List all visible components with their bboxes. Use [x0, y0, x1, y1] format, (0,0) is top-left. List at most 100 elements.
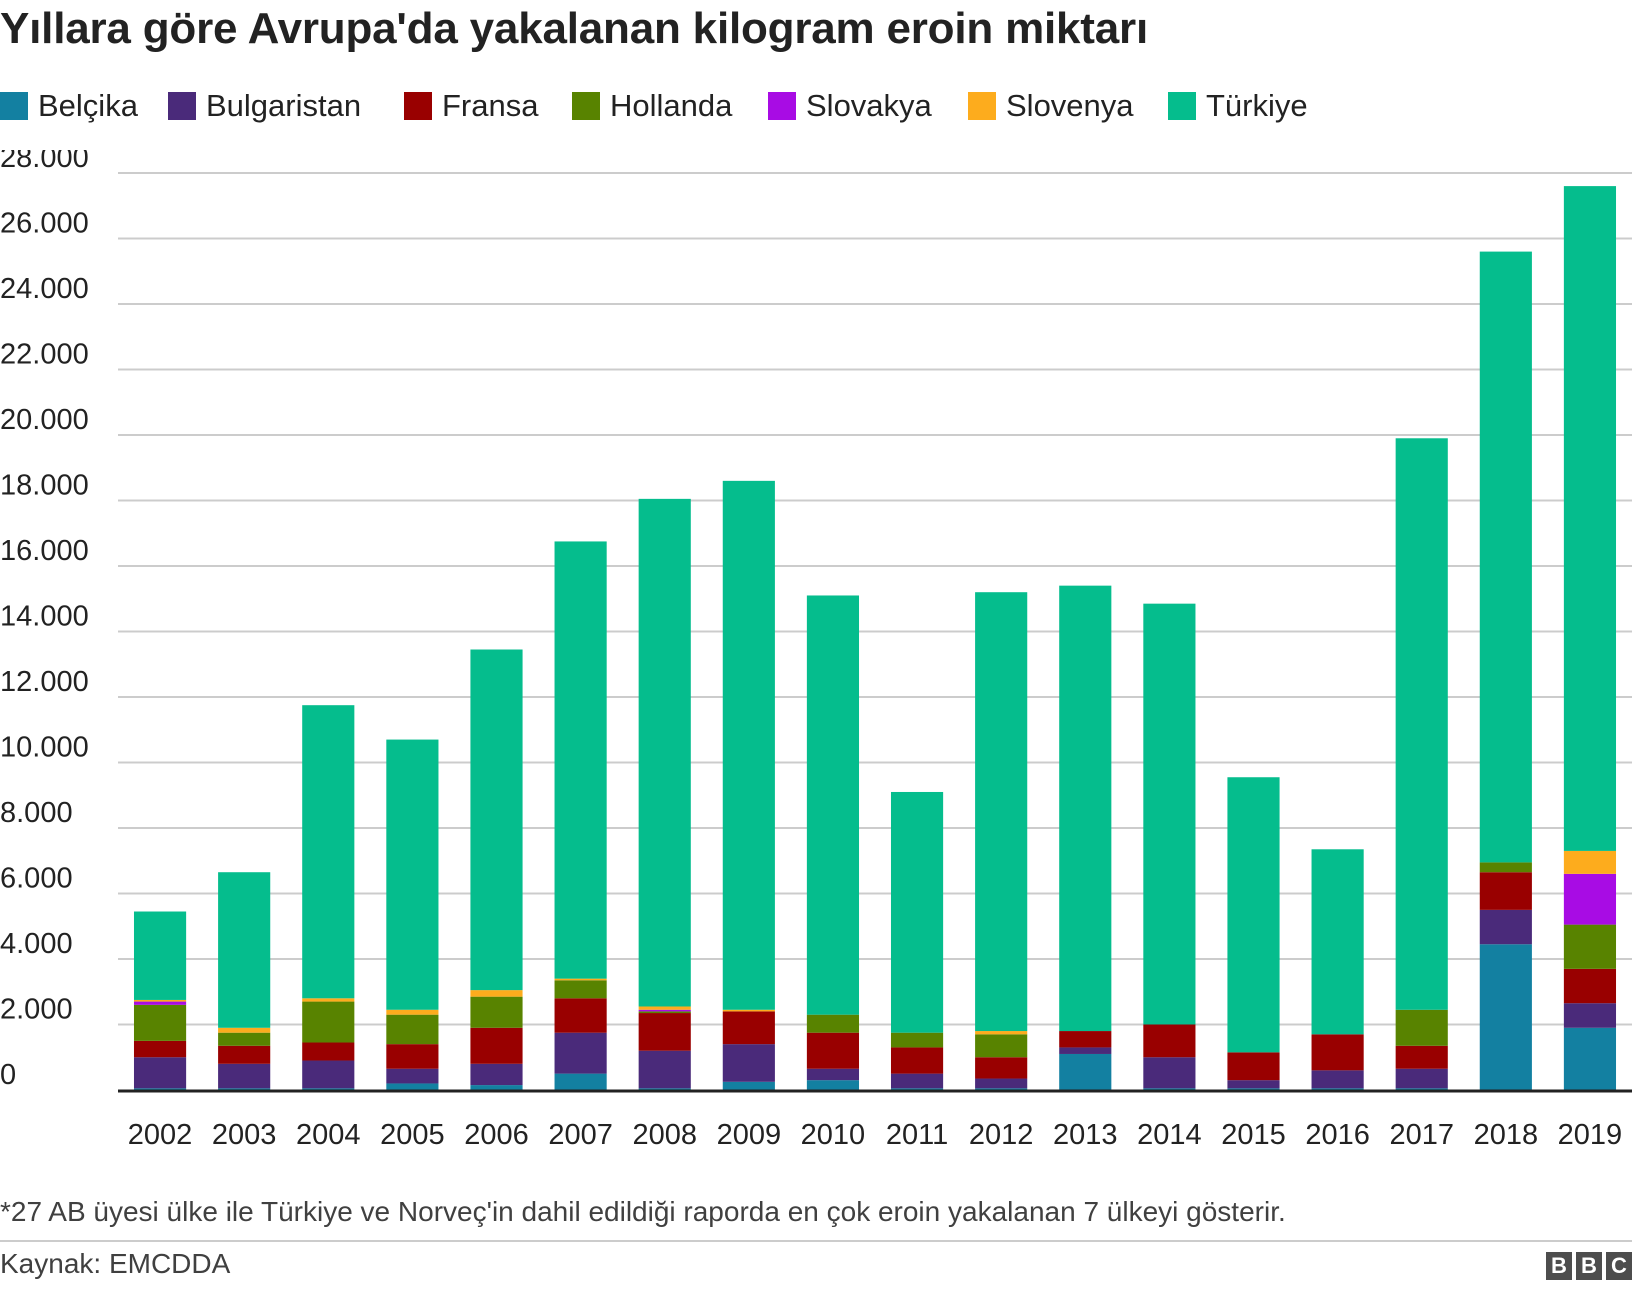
bar-segment-bulgaristan-2008: [638, 1050, 691, 1089]
legend-swatch: [768, 92, 796, 120]
bar-segment-slovakya-2002: [133, 1001, 187, 1005]
bar-segment-bulgaristan-2010: [806, 1068, 860, 1081]
bar-segment-fransa-2017: [1395, 1045, 1448, 1069]
bar-segment-fransa-2015: [1227, 1052, 1280, 1081]
footnote: *27 AB üyesi ülke ile Türkiye ve Norveç'…: [0, 1196, 1286, 1227]
legend-label: Slovakya: [806, 88, 932, 123]
bar-chart: 0 2.000 4.000 6.000 8.000 10.000 12.000 14.000 1…: [0, 150, 1632, 1150]
bar-segment-belcika-2003: [218, 1088, 271, 1090]
bar-stack-2013: [1059, 585, 1112, 1090]
bar-segment-turkiye-2016: [1311, 849, 1364, 1035]
bar-segment-turkiye-2015: [1227, 777, 1280, 1053]
bar-segment-fransa-2018: [1479, 872, 1532, 910]
bar-segment-belcika-2016: [1311, 1088, 1364, 1090]
bar-segment-hollanda-2003: [218, 1032, 271, 1046]
bar-segment-hollanda-2010: [806, 1014, 860, 1033]
x-tick-label: 2010: [801, 1119, 866, 1150]
bar-segment-fransa-2014: [1143, 1024, 1196, 1058]
bbc-logo: B B C: [1546, 1252, 1632, 1280]
bar-segment-bulgaristan-2006: [470, 1063, 523, 1086]
y-tick-label: 4.000: [0, 928, 73, 960]
y-tick-label: 26.000: [0, 208, 89, 240]
bar-segment-slovenya-2019: [1563, 850, 1617, 874]
x-tick-label: 2018: [1474, 1119, 1539, 1150]
axes: 0 2.000 4.000 6.000 8.000 10.000 12.000 14.000 1…: [0, 150, 1632, 1150]
legend-item-belcika: Belçika: [0, 88, 138, 124]
bar-segment-bulgaristan-2004: [302, 1060, 355, 1089]
bar-segment-turkiye-2007: [554, 541, 607, 979]
bar-segment-bulgaristan-2013: [1059, 1047, 1112, 1054]
x-tick-label: 2006: [464, 1119, 529, 1150]
bar-segment-hollanda-2006: [470, 996, 523, 1028]
bar-segment-hollanda-2004: [302, 1001, 355, 1043]
x-tick-label: 2016: [1305, 1119, 1370, 1150]
bar-segment-belcika-2005: [386, 1083, 439, 1090]
bar-segment-bulgaristan-2016: [1311, 1070, 1364, 1089]
y-tick-label: 18.000: [0, 470, 89, 502]
x-tick-label: 2002: [128, 1119, 193, 1150]
bar-segment-bulgaristan-2009: [722, 1044, 775, 1082]
logo-letter-c: C: [1606, 1252, 1632, 1280]
legend: Belçika Bulgaristan Fransa Hollanda Slovakya…: [0, 88, 1632, 124]
x-tick-label: 2014: [1137, 1119, 1202, 1150]
y-tick-label: 20.000: [0, 404, 89, 436]
bar-segment-hollanda-2018: [1479, 862, 1532, 873]
bar-segment-bulgaristan-2003: [218, 1063, 271, 1089]
bar-segment-hollanda-2012: [975, 1034, 1028, 1058]
legend-item-slovenya: Slovenya: [968, 88, 1134, 124]
bar-segment-fransa-2009: [722, 1011, 775, 1045]
legend-item-slovakya: Slovakya: [768, 88, 932, 124]
bar-segment-fransa-2016: [1311, 1034, 1364, 1071]
bar-segment-hollanda-2005: [386, 1014, 439, 1045]
bar-segment-turkiye-2006: [470, 649, 523, 991]
bar-segment-hollanda-2007: [554, 980, 607, 999]
bar-segment-slovenya-2007: [554, 978, 607, 981]
bar-segment-slovakya-2008: [638, 1009, 691, 1012]
bar-stack-2007: [554, 541, 607, 1090]
bar-segment-bulgaristan-2005: [386, 1068, 439, 1084]
bar-segment-turkiye-2008: [638, 498, 691, 1007]
bar-segment-turkiye-2014: [1143, 603, 1196, 1025]
x-tick-label: 2007: [548, 1119, 613, 1150]
bar-segment-fransa-2007: [554, 998, 607, 1033]
bar-segment-slovenya-2006: [470, 990, 523, 997]
bar-segment-fransa-2002: [133, 1040, 187, 1058]
x-tick-label: 2013: [1053, 1119, 1118, 1150]
x-tick-label: 2008: [632, 1119, 697, 1150]
legend-item-hollanda: Hollanda: [572, 88, 732, 124]
y-tick-label: 10.000: [0, 732, 89, 764]
bar-segment-turkiye-2018: [1479, 251, 1532, 863]
legend-item-turkiye: Türkiye: [1168, 88, 1308, 124]
bar-segment-bulgaristan-2002: [133, 1057, 187, 1089]
bar-segment-bulgaristan-2015: [1227, 1080, 1280, 1089]
bar-stack-2014: [1143, 603, 1196, 1090]
legend-swatch: [1168, 92, 1196, 120]
bar-segment-belcika-2014: [1143, 1088, 1196, 1090]
bar-segment-belcika-2013: [1059, 1053, 1112, 1090]
bar-stack-2015: [1227, 777, 1280, 1090]
bar-segment-bulgaristan-2017: [1395, 1068, 1448, 1089]
bar-segment-belcika-2017: [1395, 1088, 1448, 1090]
bar-segment-belcika-2015: [1227, 1088, 1280, 1090]
bar-segment-fransa-2012: [975, 1057, 1028, 1079]
bar-segment-belcika-2002: [133, 1088, 187, 1090]
x-tick-label: 2003: [212, 1119, 277, 1150]
legend-label: Hollanda: [610, 88, 733, 123]
x-tick-label: 2005: [380, 1119, 445, 1150]
bar-stack-2018: [1479, 251, 1532, 1090]
bar-stack-2008: [638, 498, 691, 1090]
legend-swatch: [404, 92, 432, 120]
legend-swatch: [168, 92, 196, 120]
bar-segment-fransa-2005: [386, 1044, 439, 1069]
bar-segment-hollanda-2008: [638, 1011, 691, 1014]
bar-stack-2011: [890, 791, 944, 1090]
bar-segment-slovenya-2003: [218, 1027, 271, 1033]
x-tick-label: 2012: [969, 1119, 1034, 1150]
bar-stack-2012: [975, 592, 1028, 1090]
bar-segment-bulgaristan-2012: [975, 1078, 1028, 1089]
bar-segment-fransa-2003: [218, 1045, 271, 1064]
bar-segment-fransa-2019: [1563, 968, 1617, 1004]
bar-segment-slovakya-2019: [1563, 873, 1617, 925]
bar-segment-belcika-2007: [554, 1073, 607, 1090]
bar-stack-2005: [386, 739, 439, 1090]
